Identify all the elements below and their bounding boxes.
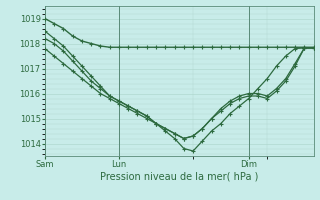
X-axis label: Pression niveau de la mer( hPa ): Pression niveau de la mer( hPa ) xyxy=(100,172,258,182)
